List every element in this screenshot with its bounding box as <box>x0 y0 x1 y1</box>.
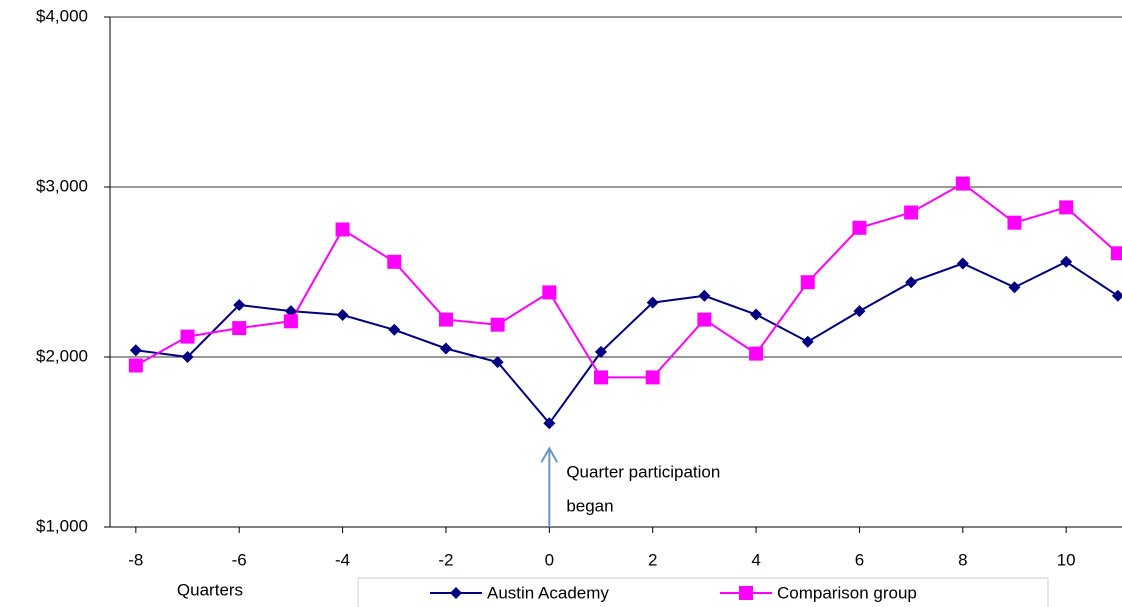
marker <box>1059 200 1074 215</box>
marker <box>1111 289 1122 302</box>
marker <box>181 351 194 363</box>
marker <box>905 276 918 289</box>
marker <box>800 275 815 290</box>
x-tick-label: 2 <box>648 550 657 569</box>
annotation: Quarter participation <box>566 462 720 481</box>
marker <box>450 587 462 599</box>
marker <box>904 205 919 220</box>
marker <box>335 222 350 237</box>
marker <box>543 417 556 430</box>
marker <box>645 370 660 385</box>
y-tick-label: $1,000 <box>36 516 88 535</box>
series-line <box>135 260 1119 425</box>
x-tick-label: -8 <box>128 550 143 569</box>
marker <box>749 346 764 361</box>
marker <box>956 257 969 270</box>
x-tick-label: 8 <box>958 550 967 569</box>
marker <box>542 285 557 300</box>
y-tick-label: $3,000 <box>36 176 88 195</box>
marker <box>698 289 711 302</box>
marker <box>1007 215 1022 230</box>
marker <box>233 298 246 311</box>
marker <box>180 329 195 344</box>
marker <box>594 370 609 385</box>
marker <box>129 344 142 357</box>
marker <box>1060 255 1073 268</box>
legend-item: Austin Academy <box>430 583 609 602</box>
x-tick-label: 10 <box>1057 550 1076 569</box>
marker <box>801 335 814 348</box>
marker <box>284 305 297 318</box>
legend-label: Comparison group <box>777 583 917 602</box>
y-tick-label: $2,000 <box>36 346 88 365</box>
x-tick-label: 4 <box>751 550 760 569</box>
marker <box>336 309 349 322</box>
x-tick-label: 0 <box>545 550 554 569</box>
marker <box>955 176 970 191</box>
marker <box>1008 281 1021 294</box>
marker <box>595 345 608 358</box>
x-tick-label: -4 <box>335 550 350 569</box>
marker <box>387 254 402 269</box>
marker <box>283 314 298 329</box>
marker <box>1110 246 1122 261</box>
marker <box>388 323 401 336</box>
marker <box>439 342 452 355</box>
marker <box>646 296 659 309</box>
marker <box>232 321 247 336</box>
marker <box>490 317 505 332</box>
legend-item: Comparison group <box>720 583 917 602</box>
legend-label: Austin Academy <box>487 583 609 602</box>
marker <box>852 220 867 235</box>
x-axis-label: Quarters <box>177 580 243 599</box>
marker <box>128 358 143 373</box>
x-tick-label: -6 <box>232 550 247 569</box>
annotation-arrowhead <box>540 446 559 463</box>
x-tick-label: -2 <box>438 550 453 569</box>
x-tick-label: 6 <box>855 550 864 569</box>
marker <box>697 312 712 327</box>
marker <box>739 586 753 600</box>
y-tick-label: $4,000 <box>36 6 88 25</box>
annotation: began <box>566 496 613 515</box>
marker <box>491 356 504 369</box>
marker <box>750 308 763 321</box>
series-line <box>135 182 1119 379</box>
marker <box>438 312 453 327</box>
marker <box>853 305 866 318</box>
